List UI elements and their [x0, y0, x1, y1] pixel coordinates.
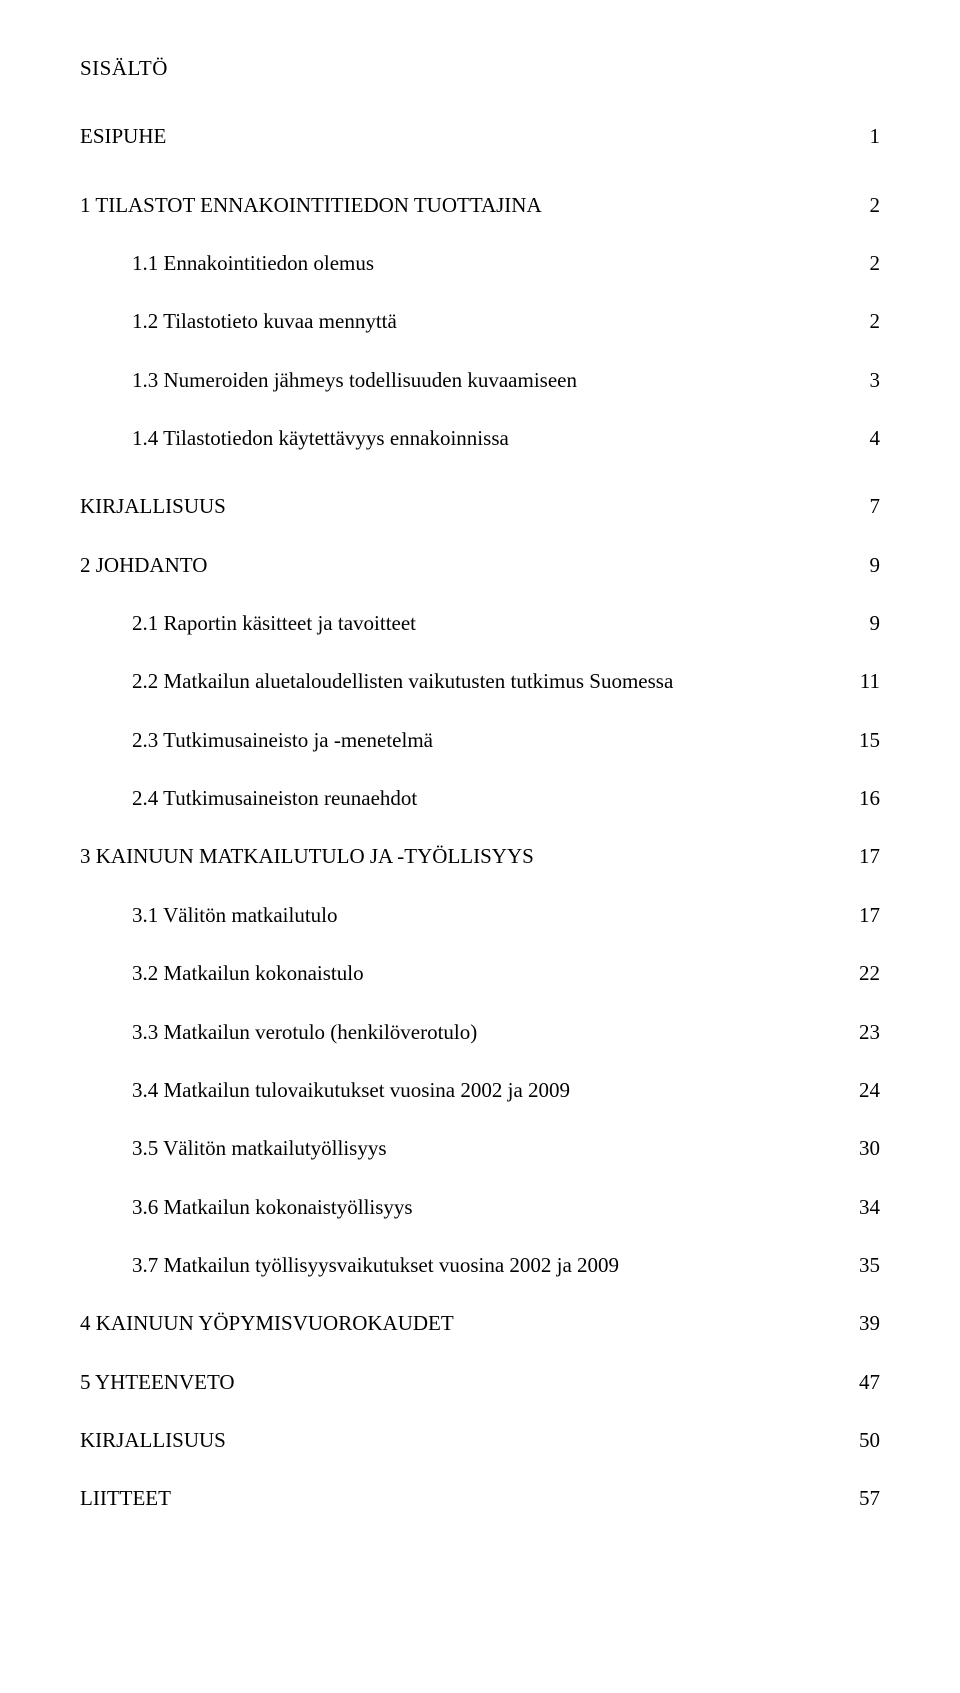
toc-entry: ESIPUHE1 [80, 122, 880, 150]
toc-entry-page: 1 [858, 122, 881, 150]
toc-entry-label: 3.6 Matkailun kokonaistyöllisyys [80, 1193, 847, 1221]
toc-entry: 3.1 Välitön matkailutulo17 [80, 901, 880, 929]
toc-entry: 3 KAINUUN MATKAILUTULO JA -TYÖLLISYYS17 [80, 842, 880, 870]
toc-entry: 1 TILASTOT ENNAKOINTITIEDON TUOTTAJINA2 [80, 191, 880, 219]
toc-list: ESIPUHE1 1 TILASTOT ENNAKOINTITIEDON TUOT… [80, 122, 880, 1512]
toc-title: SISÄLTÖ [80, 54, 880, 82]
toc-entry-page: 24 [847, 1076, 880, 1104]
toc-entry-page: 22 [847, 959, 880, 987]
toc-entry-page: 16 [847, 784, 880, 812]
toc-entry-page: 39 [847, 1309, 880, 1337]
toc-entry: 1.1 Ennakointitiedon olemus2 [80, 249, 880, 277]
toc-entry-page: 35 [847, 1251, 880, 1279]
toc-entry-page: 11 [848, 667, 880, 695]
toc-entry-page: 50 [847, 1426, 880, 1454]
toc-entry-label: KIRJALLISUUS [80, 1426, 847, 1454]
toc-entry-label: 2 JOHDANTO [80, 551, 858, 579]
toc-entry-label: 2.4 Tutkimusaineiston reunaehdot [80, 784, 847, 812]
toc-entry-page: 15 [847, 726, 880, 754]
toc-entry-label: 3.5 Välitön matkailutyöllisyys [80, 1134, 847, 1162]
toc-entry-label: 3.2 Matkailun kokonaistulo [80, 959, 847, 987]
toc-entry-label: 1.4 Tilastotiedon käytettävyys ennakoinn… [80, 424, 858, 452]
toc-entry-label: 3.1 Välitön matkailutulo [80, 901, 847, 929]
toc-entry-page: 9 [858, 609, 881, 637]
toc-entry-page: 2 [858, 307, 881, 335]
toc-entry-page: 30 [847, 1134, 880, 1162]
toc-entry: 1.2 Tilastotieto kuvaa mennyttä2 [80, 307, 880, 335]
toc-entry: 2 JOHDANTO9 [80, 551, 880, 579]
toc-entry: 2.4 Tutkimusaineiston reunaehdot16 [80, 784, 880, 812]
toc-entry-label: 2.2 Matkailun aluetaloudellisten vaikutu… [80, 667, 848, 695]
toc-entry-page: 23 [847, 1018, 880, 1046]
toc-entry-label: ESIPUHE [80, 122, 858, 150]
toc-entry-label: 3.3 Matkailun verotulo (henkilöverotulo) [80, 1018, 847, 1046]
toc-entry: KIRJALLISUUS50 [80, 1426, 880, 1454]
toc-entry-label: 5 YHTEENVETO [80, 1368, 847, 1396]
toc-entry: 3.2 Matkailun kokonaistulo22 [80, 959, 880, 987]
toc-entry-page: 47 [847, 1368, 880, 1396]
toc-entry: 4 KAINUUN YÖPYMISVUOROKAUDET39 [80, 1309, 880, 1337]
toc-entry-label: 3 KAINUUN MATKAILUTULO JA -TYÖLLISYYS [80, 842, 847, 870]
toc-entry-label: 2.3 Tutkimusaineisto ja -menetelmä [80, 726, 847, 754]
toc-entry-label: 1 TILASTOT ENNAKOINTITIEDON TUOTTAJINA [80, 191, 858, 219]
toc-entry: 3.4 Matkailun tulovaikutukset vuosina 20… [80, 1076, 880, 1104]
toc-entry: 3.5 Välitön matkailutyöllisyys30 [80, 1134, 880, 1162]
toc-entry: 3.6 Matkailun kokonaistyöllisyys34 [80, 1193, 880, 1221]
toc-entry-label: 1.1 Ennakointitiedon olemus [80, 249, 858, 277]
toc-entry: 1.4 Tilastotiedon käytettävyys ennakoinn… [80, 424, 880, 452]
toc-entry-label: 1.2 Tilastotieto kuvaa mennyttä [80, 307, 858, 335]
toc-entry-page: 34 [847, 1193, 880, 1221]
toc-entry-label: 2.1 Raportin käsitteet ja tavoitteet [80, 609, 858, 637]
toc-entry: LIITTEET57 [80, 1484, 880, 1512]
toc-entry-label: LIITTEET [80, 1484, 847, 1512]
toc-entry-label: 3.7 Matkailun työllisyysvaikutukset vuos… [80, 1251, 847, 1279]
toc-entry-page: 7 [858, 492, 881, 520]
toc-entry: 1.3 Numeroiden jähmeys todellisuuden kuv… [80, 366, 880, 394]
toc-entry: 5 YHTEENVETO47 [80, 1368, 880, 1396]
toc-entry: 2.3 Tutkimusaineisto ja -menetelmä15 [80, 726, 880, 754]
toc-entry-label: 1.3 Numeroiden jähmeys todellisuuden kuv… [80, 366, 858, 394]
toc-entry: 3.3 Matkailun verotulo (henkilöverotulo)… [80, 1018, 880, 1046]
toc-entry-page: 17 [847, 842, 880, 870]
toc-entry-label: 4 KAINUUN YÖPYMISVUOROKAUDET [80, 1309, 847, 1337]
toc-entry-label: 3.4 Matkailun tulovaikutukset vuosina 20… [80, 1076, 847, 1104]
toc-entry-page: 17 [847, 901, 880, 929]
toc-entry-page: 4 [858, 424, 881, 452]
toc-entry-page: 3 [858, 366, 881, 394]
toc-entry: 2.2 Matkailun aluetaloudellisten vaikutu… [80, 667, 880, 695]
toc-entry-page: 2 [858, 249, 881, 277]
toc-entry: KIRJALLISUUS7 [80, 492, 880, 520]
toc-entry-page: 2 [858, 191, 881, 219]
toc-entry-page: 9 [858, 551, 881, 579]
toc-entry: 3.7 Matkailun työllisyysvaikutukset vuos… [80, 1251, 880, 1279]
toc-entry: 2.1 Raportin käsitteet ja tavoitteet9 [80, 609, 880, 637]
toc-entry-page: 57 [847, 1484, 880, 1512]
toc-entry-label: KIRJALLISUUS [80, 492, 858, 520]
